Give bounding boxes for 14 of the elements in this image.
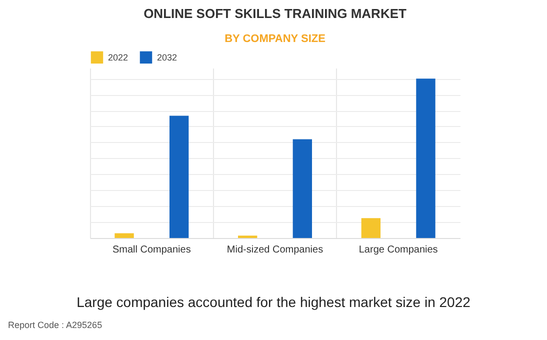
bar [292,139,312,238]
legend-label: 2022 [108,52,128,62]
bar [416,78,436,238]
bar [169,116,189,238]
text: Report Code : A295265 [8,320,102,330]
x-tick-label: Large Companies [358,244,438,256]
bar [114,233,134,238]
chart-subtitle: BY COMPANY SIZE [224,33,326,45]
bar [361,218,381,238]
x-tick-label: Small Companies [112,244,191,256]
chart-title: ONLINE SOFT SKILLS TRAINING MARKET [144,6,406,21]
x-tick-label: Mid-sized Companies [226,244,324,256]
legend-label: 2032 [157,52,178,62]
text: Large companies accounted for the highest market size in 2022 [76,294,472,310]
